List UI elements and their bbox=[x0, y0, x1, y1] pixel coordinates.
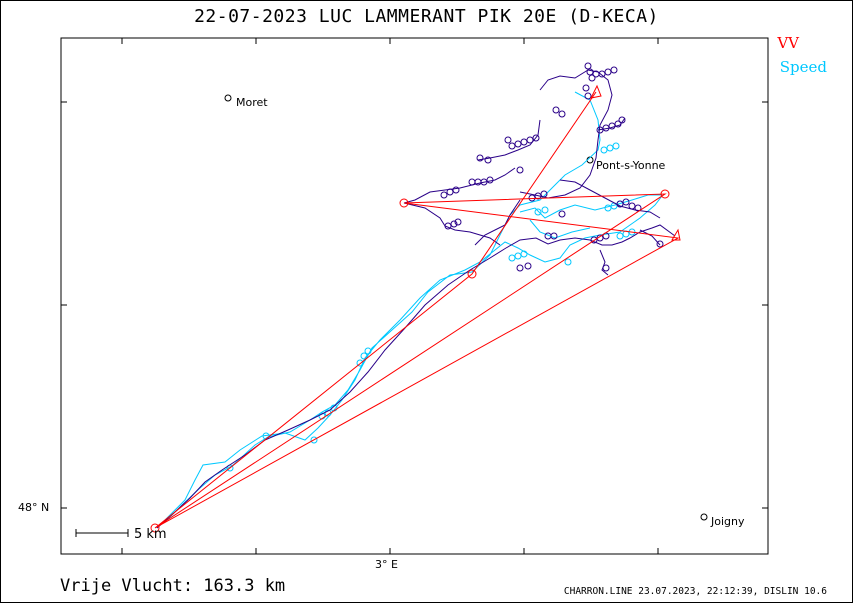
place-marker-joigny bbox=[700, 513, 708, 521]
distance-label: Vrije Vlucht: 163.3 km bbox=[60, 576, 286, 596]
task-route bbox=[154, 91, 680, 529]
lon-label: 3° E bbox=[375, 558, 398, 571]
place-label-joigny: Joigny bbox=[711, 515, 745, 528]
plot-area bbox=[60, 37, 769, 555]
lat-label: 48° N bbox=[18, 501, 50, 514]
place-label-pont-s-yonne: Pont-s-Yonne bbox=[596, 159, 666, 172]
scale-bar bbox=[75, 529, 129, 537]
flight-track bbox=[156, 69, 676, 529]
legend-vv: VV bbox=[777, 34, 799, 52]
turnpoints bbox=[150, 84, 681, 533]
speed-track bbox=[156, 91, 663, 529]
place-marker-moret bbox=[224, 94, 232, 102]
place-label-moret: Moret bbox=[236, 96, 268, 109]
scale-bar-label: 5 km bbox=[134, 527, 167, 542]
track-markers bbox=[440, 62, 664, 272]
footer-info: CHARRON.LINE 23.07.2023, 22:12:39, DISLI… bbox=[563, 586, 827, 597]
axis-ticks bbox=[61, 38, 768, 554]
legend-speed: Speed bbox=[779, 58, 827, 76]
page-title: 22-07-2023 LUC LAMMERANT PIK 20E (D-KECA… bbox=[194, 6, 659, 27]
